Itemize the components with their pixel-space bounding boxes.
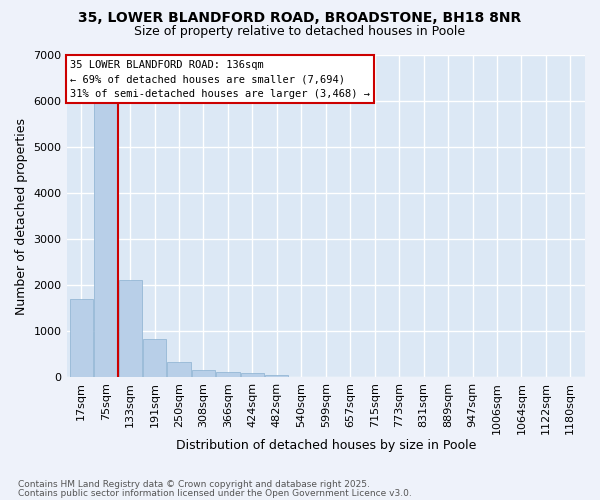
Bar [217,372,239,377]
Text: Contains HM Land Registry data © Crown copyright and database right 2025.: Contains HM Land Registry data © Crown c… [18,480,370,489]
Text: 35, LOWER BLANDFORD ROAD, BROADSTONE, BH18 8NR: 35, LOWER BLANDFORD ROAD, BROADSTONE, BH… [79,11,521,25]
Y-axis label: Number of detached properties: Number of detached properties [15,118,28,314]
Text: 35 LOWER BLANDFORD ROAD: 136sqm
← 69% of detached houses are smaller (7,694)
31%: 35 LOWER BLANDFORD ROAD: 136sqm ← 69% of… [70,60,370,99]
Bar [265,374,289,377]
Text: Size of property relative to detached houses in Poole: Size of property relative to detached ho… [134,25,466,38]
Bar [70,299,93,377]
Text: Contains public sector information licensed under the Open Government Licence v3: Contains public sector information licen… [18,489,412,498]
Bar [143,340,166,377]
Bar [192,370,215,377]
Bar [94,98,117,377]
Bar [167,362,191,377]
Bar [119,280,142,377]
X-axis label: Distribution of detached houses by size in Poole: Distribution of detached houses by size … [176,440,476,452]
Bar [241,373,264,377]
